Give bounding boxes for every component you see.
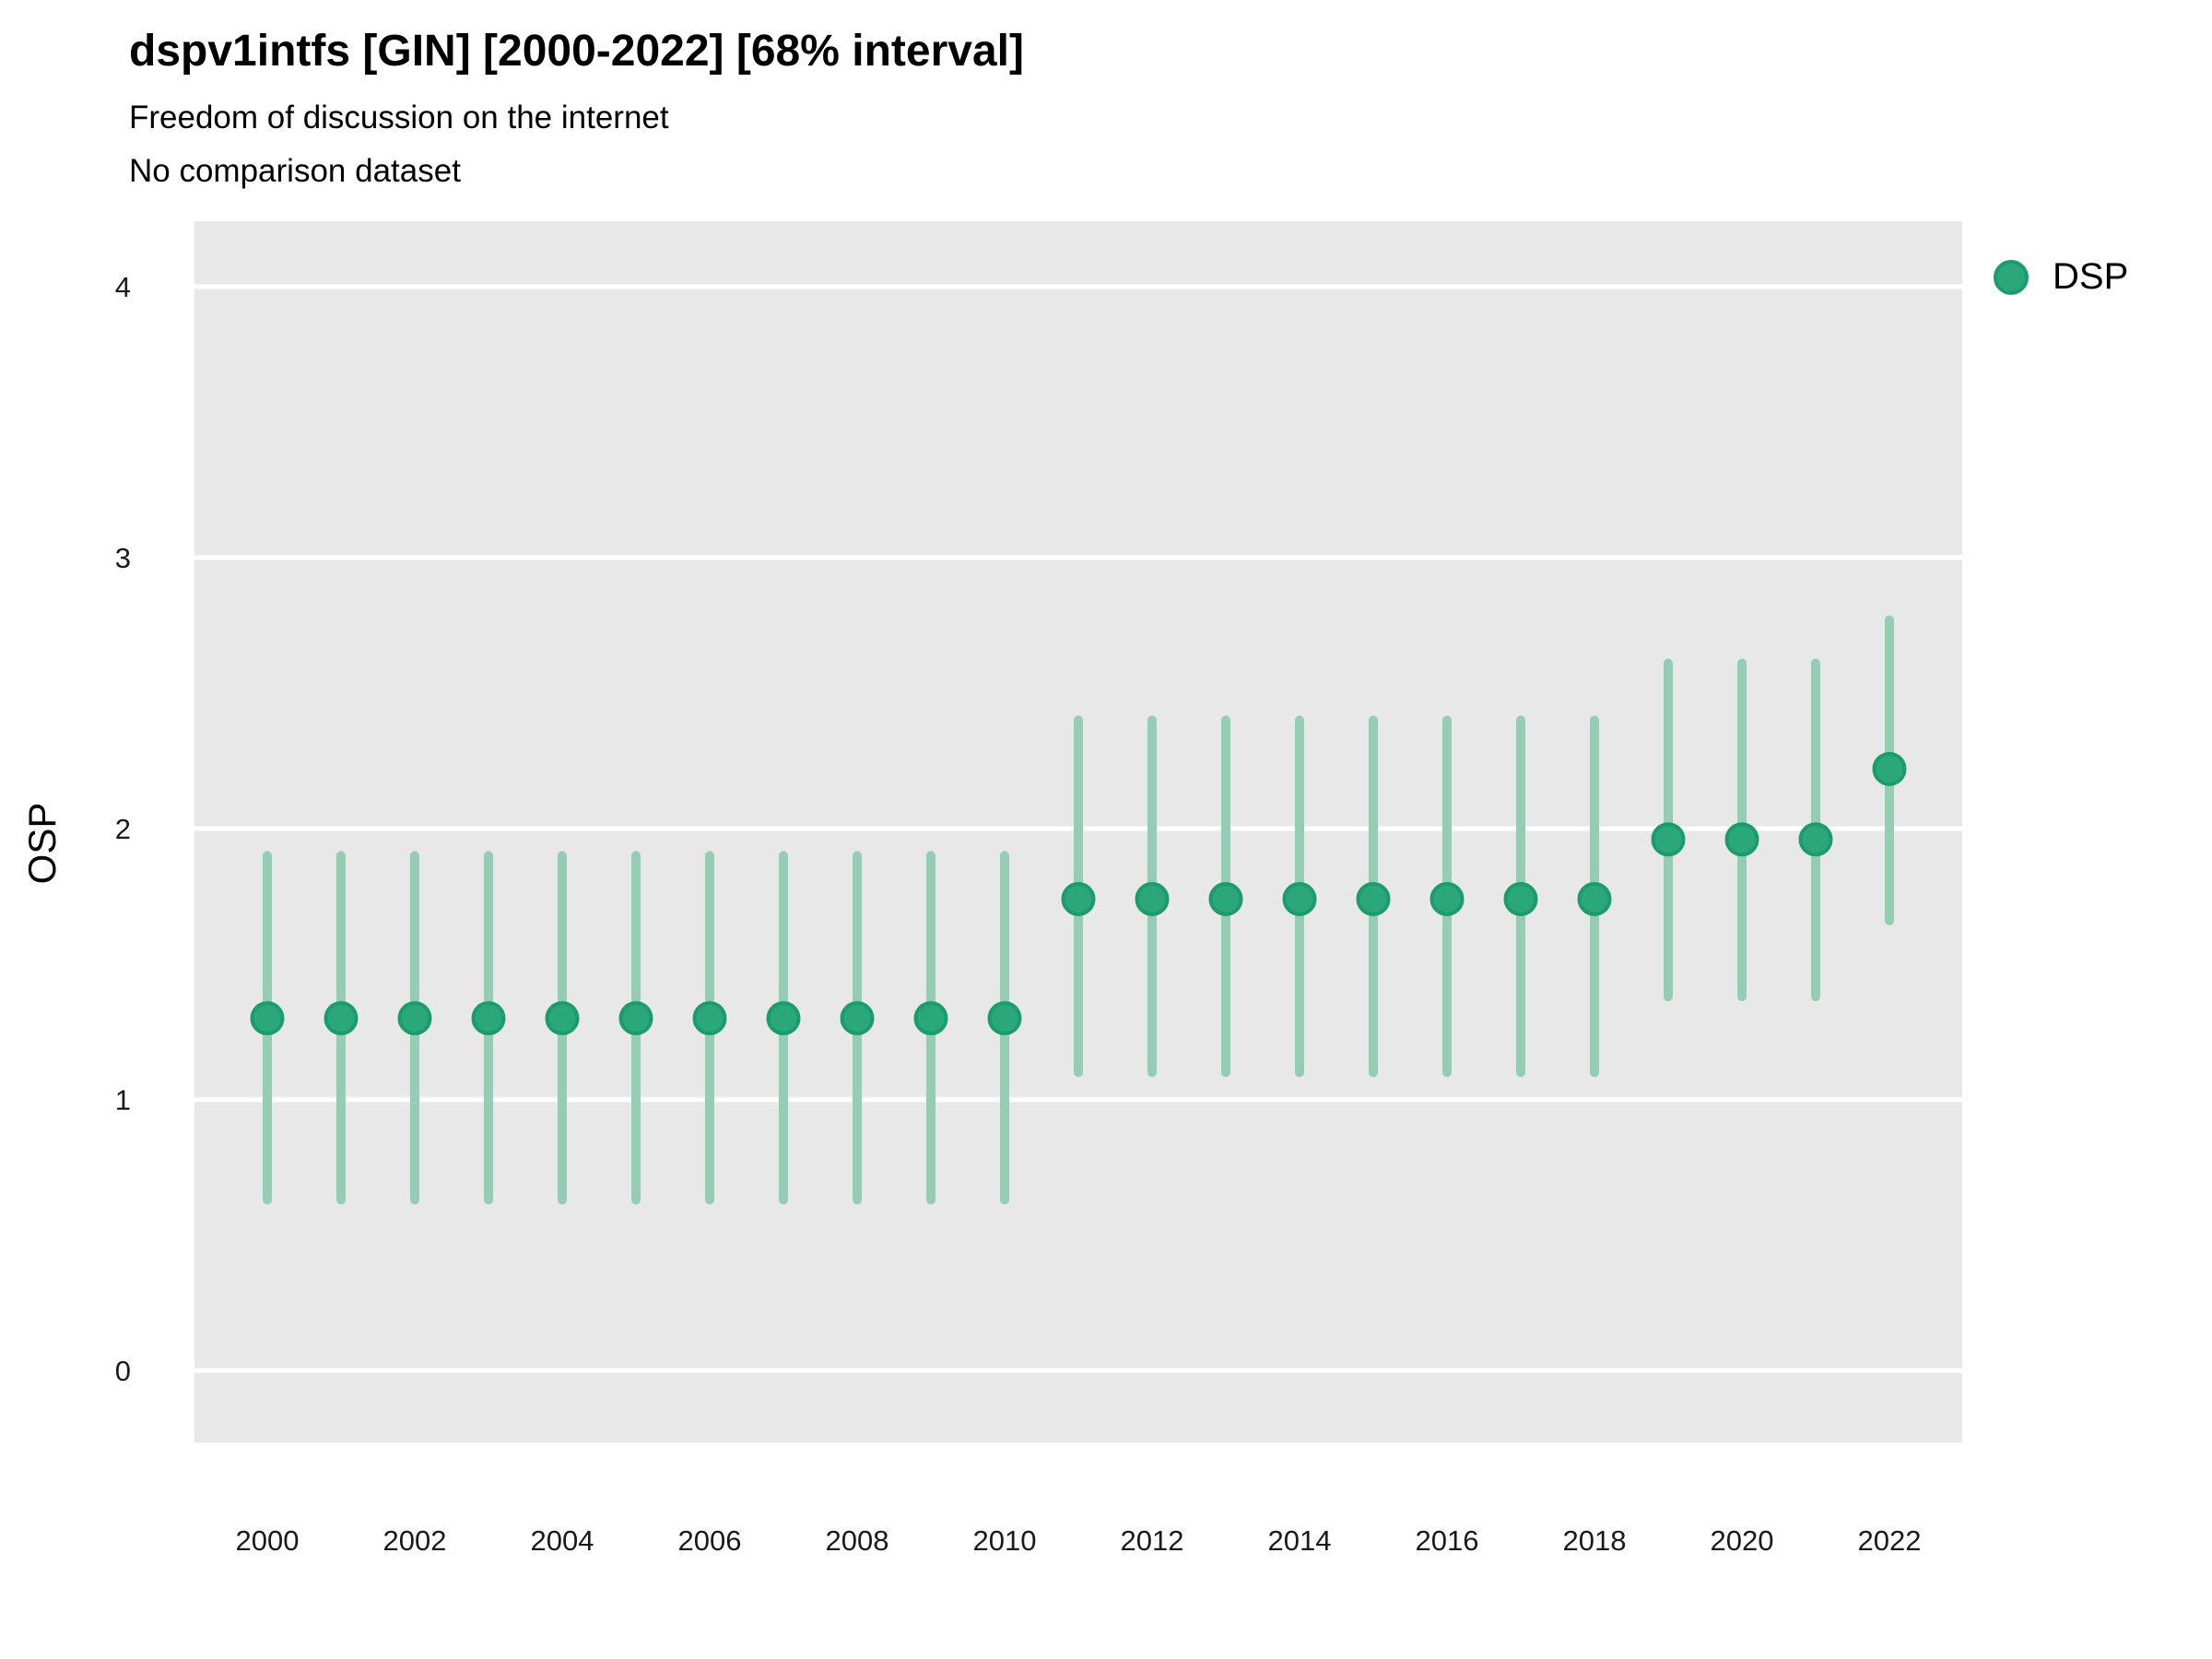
data-point-2002 — [397, 1001, 432, 1036]
data-point-2009 — [913, 1001, 948, 1036]
data-point-2011 — [1061, 881, 1096, 916]
data-point-2012 — [1135, 881, 1170, 916]
data-point-2016 — [1430, 881, 1465, 916]
legend: DSP — [1994, 256, 2128, 298]
data-point-2005 — [618, 1001, 653, 1036]
data-point-2001 — [324, 1001, 359, 1036]
x-tick-label-2022: 2022 — [1858, 1524, 1922, 1557]
x-tick-label-2012: 2012 — [1121, 1524, 1184, 1557]
x-tick-label-2010: 2010 — [973, 1524, 1037, 1557]
data-point-2017 — [1503, 881, 1538, 916]
y-tick-label-0: 0 — [115, 1355, 131, 1387]
x-tick-label-2014: 2014 — [1268, 1524, 1332, 1557]
x-tick-label-2018: 2018 — [1563, 1524, 1627, 1557]
data-point-2015 — [1356, 881, 1391, 916]
data-point-2010 — [987, 1001, 1022, 1036]
x-tick-label-2002: 2002 — [383, 1524, 447, 1557]
x-tick-label-2006: 2006 — [678, 1524, 742, 1557]
chart-title: dspv1intfs [GIN] [2000-2022] [68% interv… — [129, 27, 1024, 76]
legend-point-icon — [1994, 259, 2029, 295]
data-point-2006 — [692, 1001, 727, 1036]
data-point-2008 — [840, 1001, 875, 1036]
x-tick-label-2004: 2004 — [531, 1524, 594, 1557]
data-point-2007 — [766, 1001, 801, 1036]
y-tick-label-2: 2 — [115, 813, 131, 845]
y-tick-label-1: 1 — [115, 1084, 131, 1116]
x-tick-label-2000: 2000 — [236, 1524, 300, 1557]
data-point-2000 — [250, 1001, 285, 1036]
chart-subtitle-line1: Freedom of discussion on the internet — [129, 100, 669, 135]
data-point-2021 — [1798, 822, 1833, 857]
data-point-2018 — [1577, 881, 1612, 916]
data-point-2022 — [1872, 751, 1907, 786]
legend-series-label: DSP — [2053, 256, 2129, 297]
x-tick-label-2008: 2008 — [826, 1524, 889, 1557]
data-point-2004 — [545, 1001, 580, 1036]
y-tick-label-3: 3 — [115, 542, 131, 574]
chart-subtitle-line2: No comparison dataset — [129, 153, 461, 189]
data-point-2013 — [1208, 881, 1243, 916]
x-tick-label-2020: 2020 — [1711, 1524, 1774, 1557]
data-point-2003 — [471, 1001, 506, 1036]
data-point-2019 — [1651, 822, 1686, 857]
data-point-2020 — [1724, 822, 1759, 857]
x-tick-label-2016: 2016 — [1416, 1524, 1479, 1557]
y-tick-label-4: 4 — [115, 271, 131, 303]
data-point-2014 — [1282, 881, 1317, 916]
